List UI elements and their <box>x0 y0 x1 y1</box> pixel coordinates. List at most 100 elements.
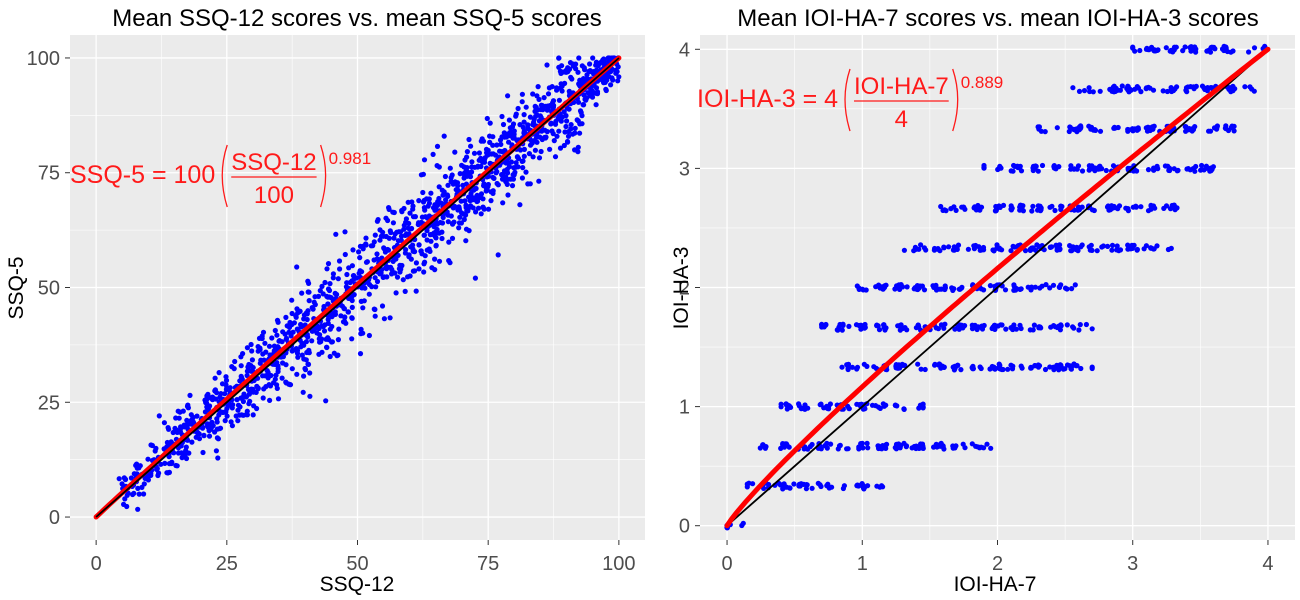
data-point <box>318 339 324 345</box>
data-point <box>420 171 426 177</box>
data-point <box>363 235 369 241</box>
data-point <box>532 147 539 153</box>
data-point <box>484 151 490 157</box>
equation-exponent: 0.889 <box>961 73 1004 92</box>
data-point <box>1035 362 1041 368</box>
data-point <box>162 460 168 466</box>
x-tick-label: 1 <box>857 553 868 575</box>
equation-exponent: 0.981 <box>329 149 372 168</box>
data-point <box>317 288 323 294</box>
data-point <box>158 461 164 467</box>
data-point <box>350 247 356 253</box>
data-point <box>396 229 402 235</box>
data-point <box>200 449 206 456</box>
x-tick-label: 100 <box>602 553 635 575</box>
data-point <box>568 122 574 128</box>
data-point <box>490 188 496 194</box>
data-point <box>1114 243 1120 249</box>
data-point <box>521 119 527 125</box>
data-point <box>818 401 824 407</box>
data-point <box>575 144 581 150</box>
data-point <box>1183 85 1190 91</box>
data-point <box>1087 166 1093 172</box>
data-point <box>922 366 928 373</box>
data-point <box>1171 166 1177 172</box>
data-point <box>412 214 418 220</box>
data-point <box>1163 45 1169 51</box>
data-point <box>548 121 554 127</box>
data-point <box>385 217 391 224</box>
data-point <box>864 440 870 446</box>
data-point <box>305 278 311 284</box>
data-point <box>386 205 392 211</box>
data-point <box>190 415 196 421</box>
data-point <box>384 266 390 272</box>
data-point <box>175 450 182 456</box>
data-point <box>187 392 193 398</box>
data-point <box>471 187 477 193</box>
data-point <box>1079 168 1086 174</box>
data-point <box>519 99 525 105</box>
data-point <box>536 155 543 161</box>
data-point <box>987 283 994 289</box>
data-point <box>971 246 978 252</box>
data-point <box>988 445 994 451</box>
data-point <box>441 133 447 139</box>
data-point <box>892 286 898 292</box>
data-point <box>561 142 567 149</box>
data-point <box>332 309 338 315</box>
data-point <box>1049 203 1055 209</box>
data-point <box>506 117 512 123</box>
data-point <box>875 404 882 410</box>
data-point <box>593 102 599 108</box>
equation-numerator: IOI-HA-7 <box>854 73 949 100</box>
data-point <box>499 172 505 178</box>
data-point <box>849 364 856 370</box>
data-point <box>237 378 243 384</box>
data-point <box>913 325 920 331</box>
data-point <box>412 268 418 274</box>
data-point <box>608 69 614 75</box>
data-point <box>181 422 187 428</box>
data-point <box>1154 163 1160 169</box>
left-y-axis-label: SSQ-5 <box>5 256 28 319</box>
left-equation: SSQ-5 = 100 SSQ-12 100 0.981 <box>70 144 372 209</box>
data-point <box>1038 128 1044 134</box>
data-point <box>260 351 266 357</box>
data-point <box>1154 243 1160 249</box>
data-point <box>1147 46 1153 52</box>
data-point <box>234 397 240 403</box>
data-point <box>379 303 386 309</box>
data-point <box>502 147 508 154</box>
data-point <box>513 160 519 166</box>
data-point <box>119 481 125 487</box>
data-point <box>295 354 301 360</box>
data-point <box>845 361 852 367</box>
data-point <box>1067 363 1073 369</box>
data-point <box>572 125 578 131</box>
data-point <box>141 491 147 497</box>
data-point <box>1036 124 1042 130</box>
data-point <box>510 176 516 182</box>
data-point <box>266 343 273 349</box>
data-point <box>297 308 303 314</box>
data-point <box>1173 44 1179 50</box>
data-point <box>255 385 261 391</box>
data-point <box>839 327 845 333</box>
identity-line <box>95 57 620 518</box>
data-point <box>1184 89 1190 95</box>
data-point <box>864 363 870 369</box>
data-point <box>1018 202 1024 208</box>
data-point <box>547 146 553 152</box>
data-point <box>595 62 601 69</box>
data-point <box>342 229 348 235</box>
data-point <box>615 78 621 84</box>
data-point <box>180 408 186 414</box>
data-point <box>1008 168 1014 174</box>
data-point <box>457 171 463 177</box>
y-tick-label: 50 <box>38 278 60 300</box>
data-point <box>357 268 363 274</box>
data-point <box>183 444 189 450</box>
data-point <box>301 373 307 379</box>
